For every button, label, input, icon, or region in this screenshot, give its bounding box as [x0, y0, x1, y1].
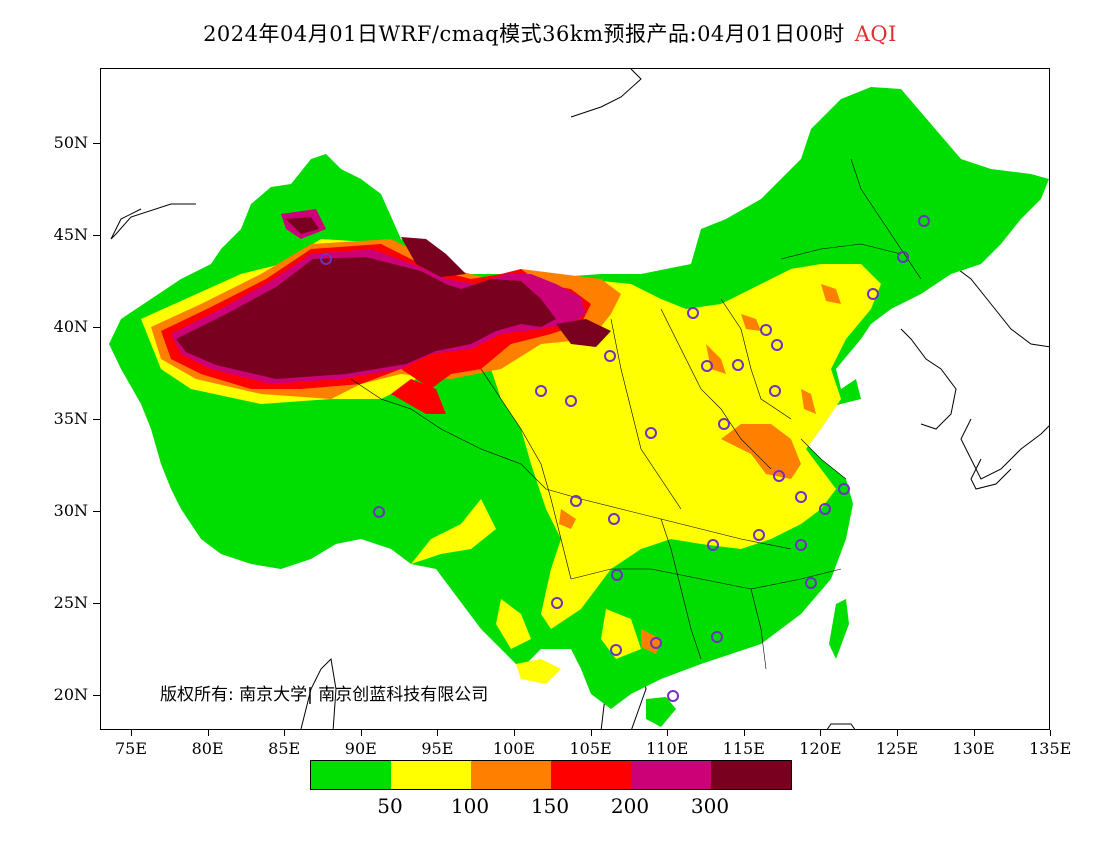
station-marker: [718, 418, 730, 430]
y-tick-label: 25N: [53, 593, 88, 612]
station-marker: [805, 577, 817, 589]
station-markers: [320, 215, 930, 702]
station-marker: [535, 385, 547, 397]
y-tick: [93, 235, 100, 236]
station-marker: [687, 307, 699, 319]
y-tick: [93, 511, 100, 512]
x-tick-label: 110E: [646, 739, 689, 758]
x-tick-label: 115E: [722, 739, 765, 758]
legend-label: 50: [377, 794, 403, 818]
x-tick: [897, 730, 898, 736]
station-marker: [771, 339, 783, 351]
station-marker: [565, 395, 577, 407]
x-tick: [284, 730, 286, 736]
station-marker: [897, 251, 909, 263]
x-tick-label: 120E: [799, 739, 842, 758]
station-marker: [707, 539, 719, 551]
x-tick-label: 125E: [875, 739, 919, 758]
x-tick: [360, 730, 362, 736]
copyright-text: 版权所有: 南京大学| 南京创蓝科技有限公司: [160, 685, 489, 705]
legend-swatch: [311, 761, 391, 789]
y-tick: [93, 327, 100, 328]
x-tick: [820, 730, 822, 736]
title-main: 2024年04月01日WRF/cmaq模式36km预报产品:04月01日00时: [203, 22, 845, 46]
station-marker: [769, 385, 781, 397]
y-tick-label: 45N: [53, 225, 88, 244]
station-marker: [701, 360, 713, 372]
x-tick-label: 80E: [191, 739, 224, 758]
y-tick: [93, 143, 100, 144]
y-tick-label: 50N: [53, 133, 88, 152]
station-marker: [608, 513, 620, 525]
station-marker: [604, 350, 616, 362]
x-tick: [973, 730, 975, 736]
station-marker: [819, 503, 831, 515]
x-tick-label: 105E: [569, 739, 612, 758]
x-tick: [131, 730, 132, 736]
x-tick-label: 85E: [268, 739, 301, 758]
x-tick: [590, 730, 592, 736]
legend-swatch: [631, 761, 711, 789]
x-tick-label: 100E: [492, 739, 536, 758]
map-title: 2024年04月01日WRF/cmaq模式36km预报产品:04月01日00时 A…: [0, 18, 1100, 48]
x-tick: [514, 730, 515, 736]
x-tick-label: 75E: [114, 739, 148, 758]
province-borders: [350, 158, 922, 670]
station-marker: [773, 470, 785, 482]
x-tick-label: 135E: [1029, 739, 1072, 758]
station-marker: [611, 569, 623, 581]
station-marker: [918, 215, 930, 227]
station-marker: [711, 631, 723, 643]
legend-swatch: [471, 761, 551, 789]
aqi-map: [109, 69, 1049, 729]
title-variable: AQI: [854, 22, 897, 46]
x-tick-label: 95E: [421, 739, 454, 758]
y-tick: [93, 603, 100, 604]
region-hazardous: [176, 217, 611, 379]
station-marker: [753, 529, 765, 541]
x-tick: [437, 730, 439, 736]
legend-label: 100: [450, 794, 490, 818]
y-tick-label: 30N: [53, 501, 88, 520]
y-tick: [93, 695, 100, 696]
legend-label: 150: [530, 794, 570, 818]
station-marker: [373, 506, 385, 518]
station-marker: [838, 483, 850, 495]
color-legend: [310, 760, 792, 790]
x-tick: [1050, 730, 1052, 736]
y-tick-label: 20N: [53, 685, 88, 704]
legend-label: 300: [690, 794, 730, 818]
y-tick-label: 35N: [53, 409, 88, 428]
station-marker: [320, 253, 332, 265]
station-marker: [667, 690, 679, 702]
station-marker: [760, 324, 772, 336]
x-tick: [743, 730, 745, 736]
station-marker: [645, 427, 657, 439]
station-marker: [795, 491, 807, 503]
station-marker: [570, 495, 582, 507]
map-frame: [100, 68, 1050, 730]
legend-swatch: [551, 761, 631, 789]
y-tick-label: 40N: [53, 317, 88, 336]
legend-label: 200: [610, 794, 650, 818]
x-tick: [207, 730, 209, 736]
station-marker: [867, 288, 879, 300]
legend-swatch: [391, 761, 471, 789]
station-marker: [650, 637, 662, 649]
station-marker: [732, 359, 744, 371]
station-marker: [551, 597, 563, 609]
x-tick-label: 90E: [344, 739, 377, 758]
y-tick: [93, 419, 100, 420]
legend-swatch: [711, 761, 791, 789]
x-tick-label: 130E: [952, 739, 995, 758]
x-tick: [667, 730, 669, 736]
station-marker: [610, 644, 622, 656]
station-marker: [795, 539, 807, 551]
